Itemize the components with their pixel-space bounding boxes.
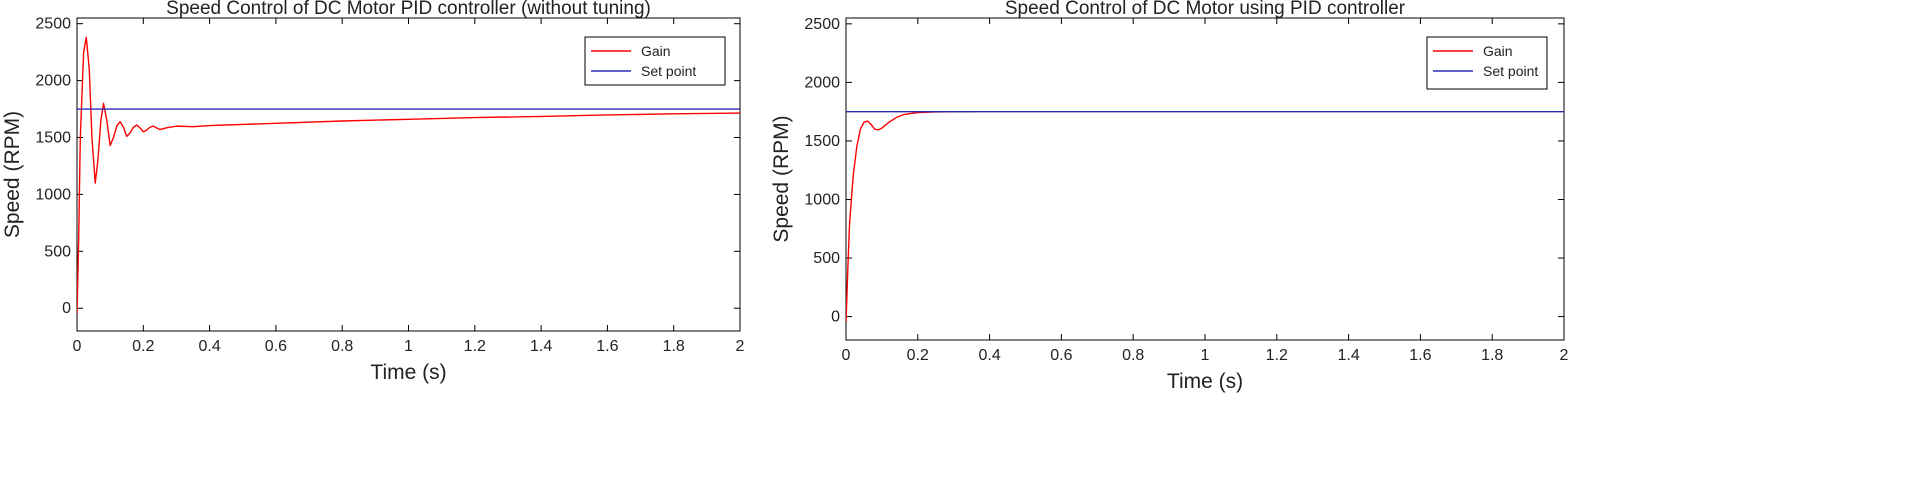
- chart-title: Speed Control of DC Motor using PID cont…: [1005, 0, 1406, 19]
- x-tick-label: 1.8: [663, 338, 685, 355]
- legend-label: Set point: [1483, 63, 1538, 79]
- y-tick-label: 0: [62, 300, 71, 317]
- x-tick-label: 1.8: [1481, 347, 1503, 364]
- x-tick-label: 0: [73, 338, 82, 355]
- y-tick-label: 2500: [35, 16, 71, 33]
- chart-1: Speed Control of DC Motor PID controller…: [1, 0, 745, 384]
- y-tick-label: 1500: [35, 130, 71, 147]
- y-tick-label: 1000: [804, 191, 840, 208]
- x-axis-label: Time (s): [370, 361, 446, 384]
- y-tick-label: 2000: [804, 74, 840, 91]
- x-tick-label: 0.4: [198, 338, 220, 355]
- x-tick-label: 1: [1201, 347, 1210, 364]
- x-tick-label: 2: [1560, 347, 1569, 364]
- legend: Gain Set point: [1426, 36, 1548, 90]
- y-tick-label: 0: [831, 309, 840, 326]
- x-tick-label: 0.6: [1050, 347, 1072, 364]
- y-tick-label: 2500: [804, 16, 840, 33]
- y-axis-label: Speed (RPM): [1, 111, 24, 238]
- x-tick-label: 0.8: [1122, 347, 1144, 364]
- x-tick-label: 1: [404, 338, 413, 355]
- x-tick-label: 1.2: [464, 338, 486, 355]
- legend: Gain Set point: [584, 36, 726, 86]
- chart-title: Speed Control of DC Motor PID controller…: [166, 0, 651, 19]
- x-tick-label: 1.6: [596, 338, 618, 355]
- chart-2: Speed Control of DC Motor using PID cont…: [770, 0, 1569, 393]
- y-tick-label: 500: [44, 243, 71, 260]
- y-tick-label: 500: [813, 250, 840, 267]
- x-tick-label: 0.8: [331, 338, 353, 355]
- x-axis-label: Time (s): [1167, 370, 1243, 393]
- x-tick-label: 1.4: [530, 338, 552, 355]
- x-tick-label: 1.6: [1409, 347, 1431, 364]
- y-tick-label: 2000: [35, 73, 71, 90]
- x-tick-label: 1.2: [1266, 347, 1288, 364]
- series-line-gain: [77, 36, 740, 314]
- x-tick-label: 0.2: [132, 338, 154, 355]
- x-tick-label: 1.4: [1337, 347, 1359, 364]
- series-line-gain: [846, 110, 976, 323]
- legend-label: Set point: [641, 63, 696, 79]
- legend-label: Gain: [1483, 43, 1513, 59]
- y-tick-label: 1000: [35, 186, 71, 203]
- y-tick-label: 1500: [804, 133, 840, 150]
- x-tick-label: 2: [736, 338, 745, 355]
- x-tick-label: 0.4: [978, 347, 1000, 364]
- x-tick-label: 0: [842, 347, 851, 364]
- x-tick-label: 0.6: [265, 338, 287, 355]
- y-axis-label: Speed (RPM): [770, 115, 793, 242]
- legend-label: Gain: [641, 43, 671, 59]
- legend-box: [584, 36, 726, 86]
- legend-box: [1426, 36, 1548, 90]
- x-tick-label: 0.2: [907, 347, 929, 364]
